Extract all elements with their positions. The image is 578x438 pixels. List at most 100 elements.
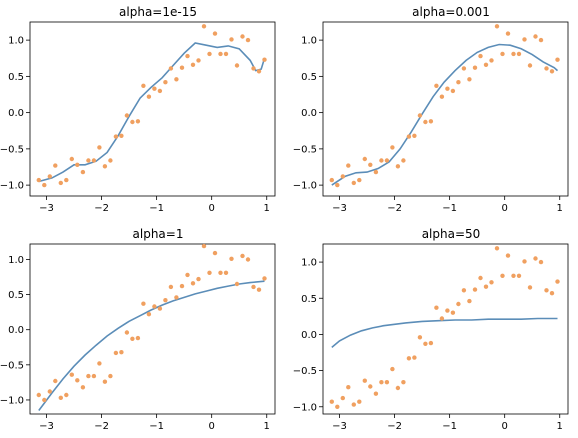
data-point xyxy=(549,69,555,74)
axes-frame xyxy=(322,21,569,197)
data-point xyxy=(146,312,152,317)
data-point xyxy=(434,83,439,89)
data-point xyxy=(113,350,119,356)
x-tick-label: −1 xyxy=(442,421,457,432)
data-point xyxy=(533,256,538,261)
data-point xyxy=(152,304,157,309)
data-point xyxy=(461,66,467,71)
axes-frame xyxy=(322,243,569,415)
x-tick-label: −2 xyxy=(94,203,109,214)
data-point xyxy=(86,373,91,379)
data-point xyxy=(124,113,130,118)
data-point xyxy=(544,288,549,293)
data-point xyxy=(75,378,80,383)
data-point xyxy=(251,284,256,290)
data-point xyxy=(163,298,168,303)
data-point xyxy=(234,63,240,68)
data-point xyxy=(174,295,179,300)
data-point xyxy=(185,272,190,278)
data-point xyxy=(212,250,218,256)
data-point xyxy=(351,402,356,407)
data-point xyxy=(412,355,417,360)
y-tick-label: 1.0 xyxy=(301,258,317,269)
data-point xyxy=(434,305,439,310)
data-point xyxy=(494,24,500,29)
subplot-title: alpha=0.001 xyxy=(412,5,490,19)
data-point xyxy=(36,177,41,183)
y-tick-label: 0.0 xyxy=(301,330,317,341)
data-point xyxy=(522,37,527,42)
data-point xyxy=(245,37,251,43)
data-point xyxy=(346,385,351,390)
x-tick-label: −2 xyxy=(387,203,402,214)
data-point xyxy=(527,63,533,68)
data-point xyxy=(91,158,97,163)
data-point xyxy=(483,284,489,289)
data-point xyxy=(423,341,428,346)
data-point xyxy=(450,310,456,315)
x-tick-label: −3 xyxy=(39,421,54,432)
y-tick-label: 1.0 xyxy=(8,36,24,47)
x-tick-label: −2 xyxy=(387,421,402,432)
y-tick-label: −0.5 xyxy=(0,144,24,155)
data-point xyxy=(401,158,406,163)
data-point xyxy=(124,330,130,335)
y-tick-label: −1.0 xyxy=(0,181,24,192)
data-point xyxy=(256,287,262,292)
data-point xyxy=(36,392,41,398)
data-point xyxy=(401,380,406,385)
data-point xyxy=(234,281,240,287)
data-point xyxy=(357,399,362,404)
subplot-title: alpha=1e-15 xyxy=(119,5,197,19)
fit-line xyxy=(331,317,558,349)
y-tick-label: 0.0 xyxy=(8,108,24,119)
x-tick-label: 1 xyxy=(557,421,563,432)
x-tick-label: −3 xyxy=(39,203,54,214)
data-point xyxy=(201,243,207,249)
data-point xyxy=(456,80,461,85)
data-point xyxy=(168,284,174,290)
data-point xyxy=(190,62,196,67)
data-points xyxy=(329,24,560,188)
data-point xyxy=(179,283,185,289)
data-point xyxy=(64,177,69,183)
data-point xyxy=(489,280,494,285)
x-tick-label: 1 xyxy=(264,203,270,214)
data-point xyxy=(439,94,445,99)
data-point xyxy=(456,301,461,307)
y-tick-label: −0.5 xyxy=(293,144,317,155)
data-point xyxy=(47,389,52,394)
data-point xyxy=(373,169,379,175)
data-point xyxy=(340,395,345,401)
subplot-alpha-1: alpha=1 −3 −2 −1 0 1 −1.0 −0.5 0.0 0.5 1.0 xyxy=(0,227,276,432)
data-point xyxy=(423,119,428,125)
data-point xyxy=(505,31,511,36)
subplot-alpha-0.001: alpha=0.001 −3 −2 −1 0 1 −1.0 −0.5 0.0 0.5 1.0 xyxy=(293,5,569,214)
y-tick-label: 0.5 xyxy=(8,290,24,301)
data-point xyxy=(445,86,450,91)
subplot-title: alpha=50 xyxy=(422,227,481,241)
data-point xyxy=(190,281,196,286)
data-point xyxy=(53,378,58,384)
data-point xyxy=(555,57,560,62)
data-point xyxy=(511,51,516,57)
data-point xyxy=(450,88,456,94)
data-point xyxy=(555,279,560,284)
data-point xyxy=(390,366,395,372)
data-point xyxy=(472,65,478,70)
data-point xyxy=(58,395,63,400)
data-point xyxy=(351,180,356,186)
data-point xyxy=(417,335,423,340)
x-tick-label: 0 xyxy=(501,203,507,214)
data-point xyxy=(368,162,373,167)
data-point xyxy=(240,34,245,39)
data-point xyxy=(80,385,86,390)
x-tick-label: 0 xyxy=(208,421,214,432)
data-point xyxy=(223,51,229,57)
data-point xyxy=(357,177,362,183)
data-point xyxy=(102,379,108,384)
data-point xyxy=(130,336,135,341)
data-point xyxy=(152,86,157,91)
x-tick-label: −3 xyxy=(332,421,347,432)
data-point xyxy=(445,308,450,313)
